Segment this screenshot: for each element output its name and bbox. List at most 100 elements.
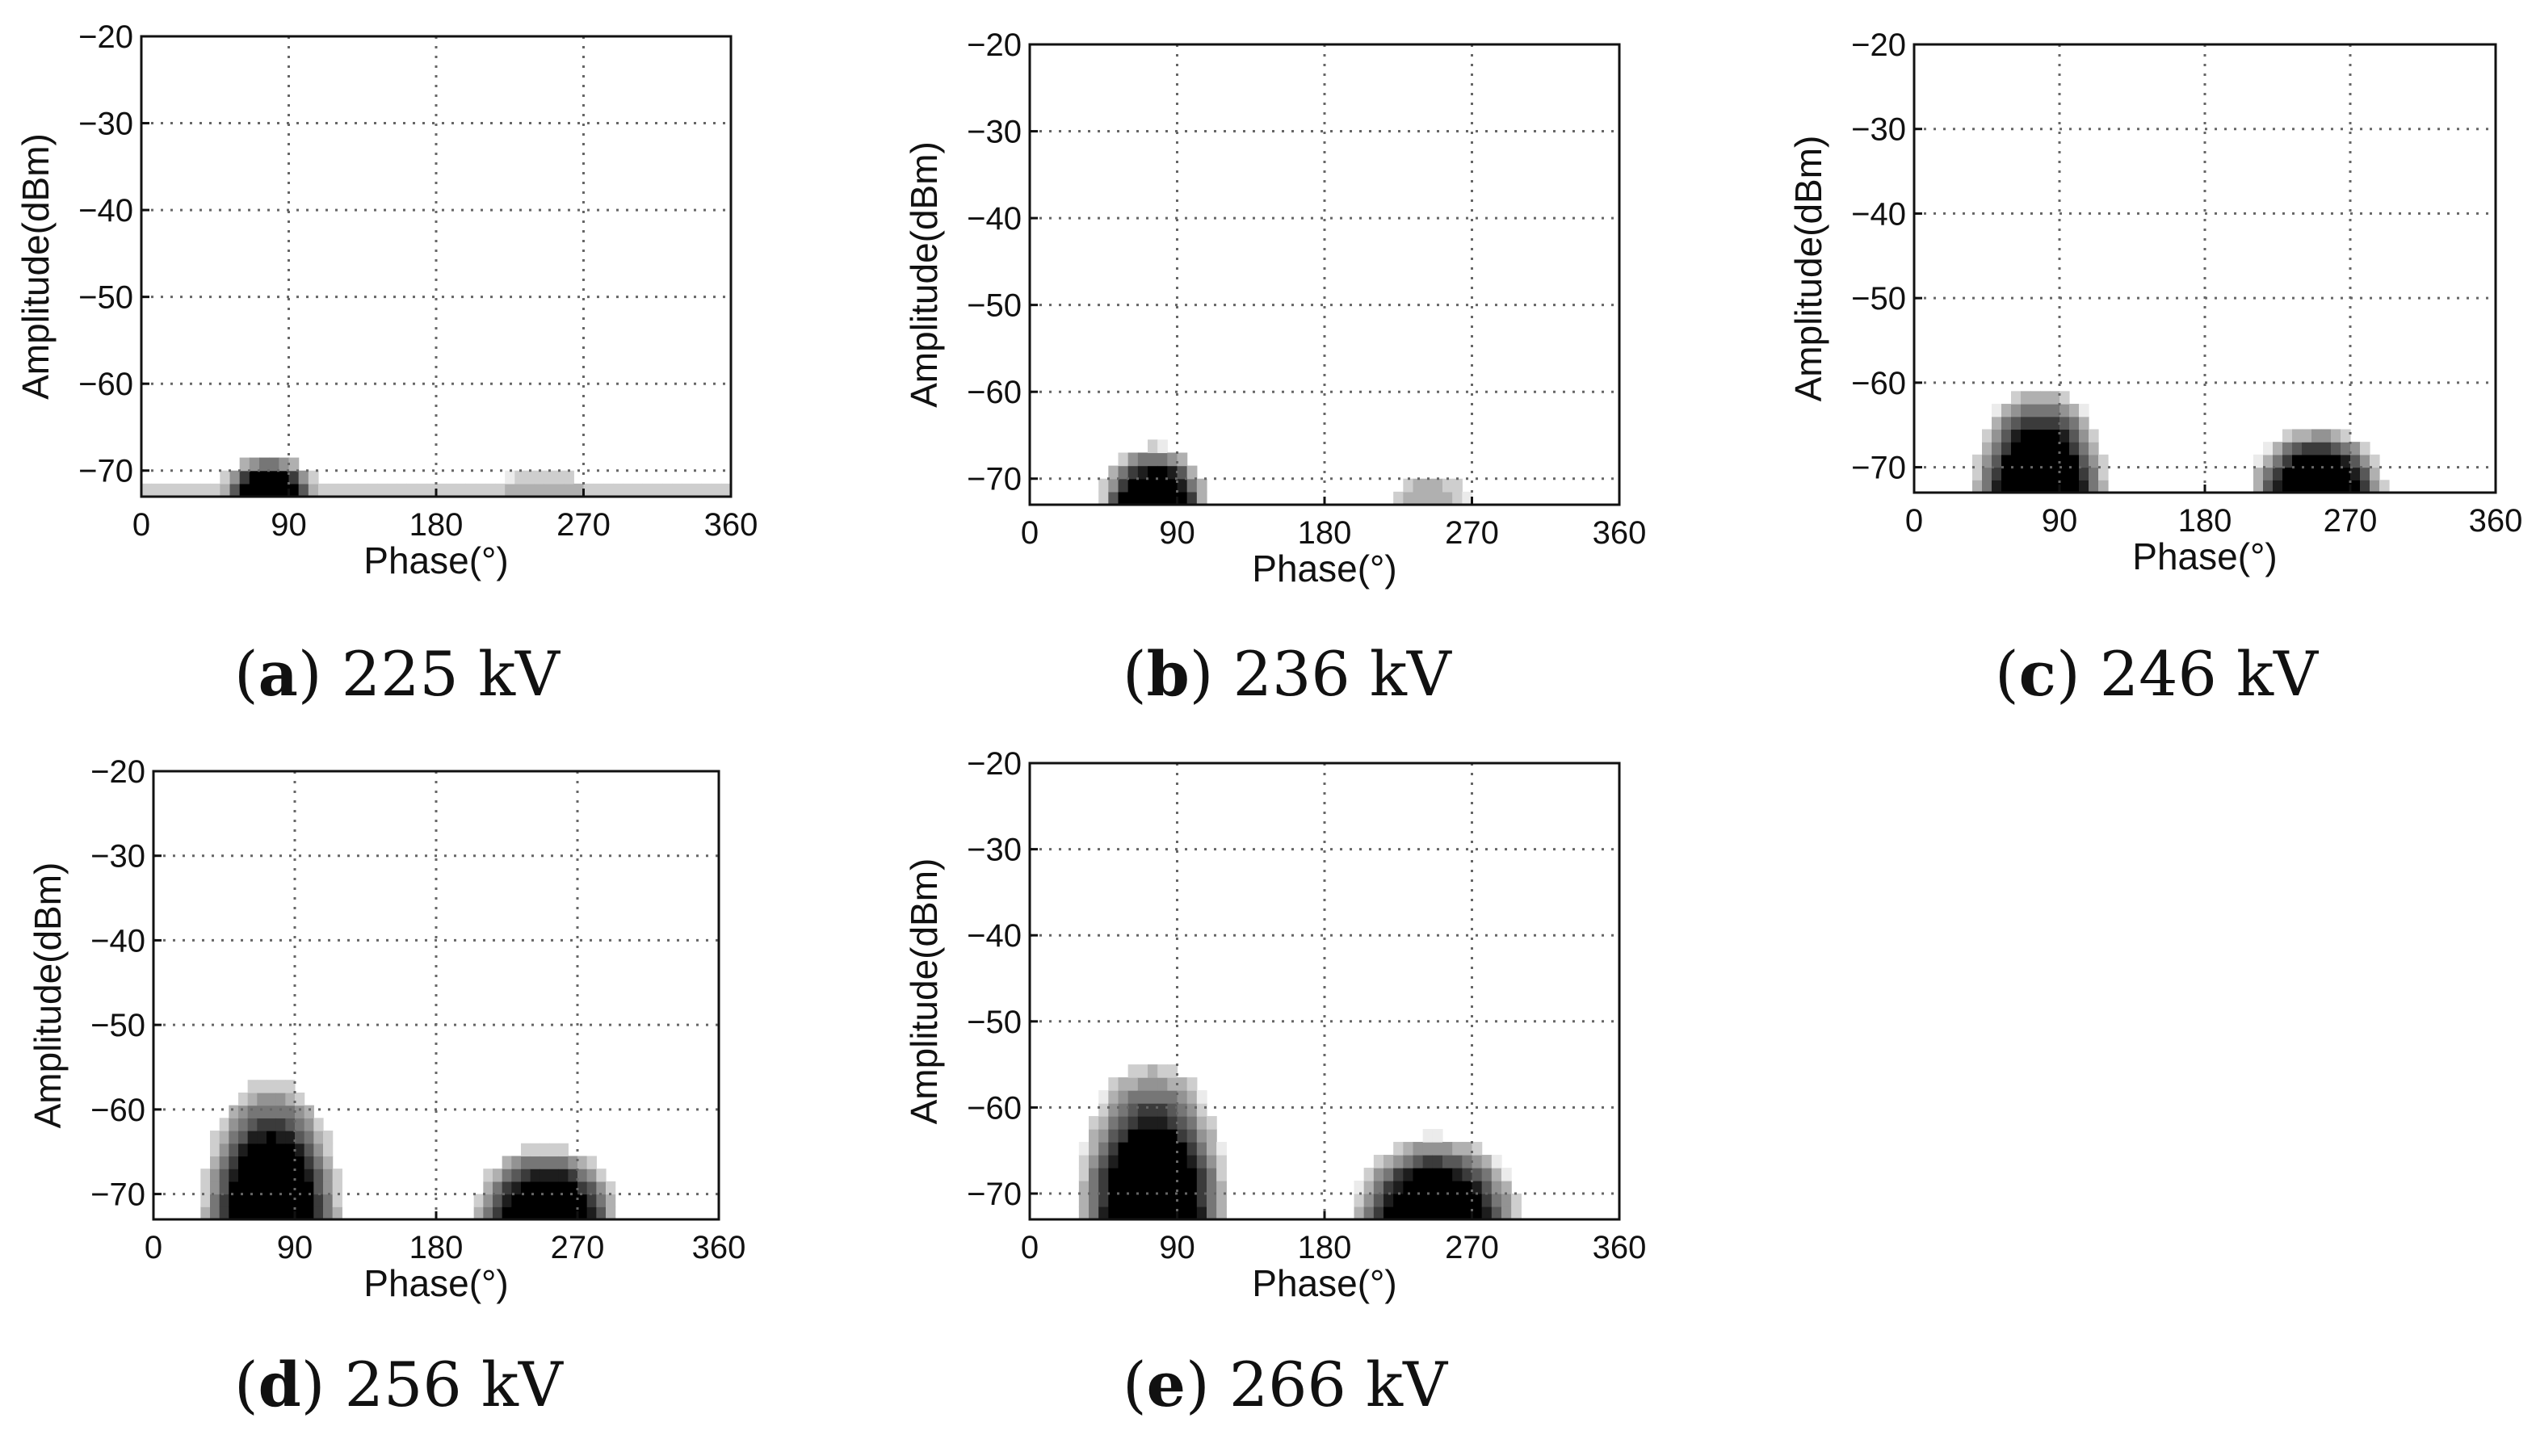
y-tick-label: −40 bbox=[1851, 196, 1906, 232]
heatmap-cell bbox=[219, 1118, 229, 1131]
heatmap-cell bbox=[1148, 1155, 1158, 1169]
heatmap-cell bbox=[1118, 1142, 1129, 1156]
heatmap-cell bbox=[1098, 1116, 1109, 1130]
heatmap-cell bbox=[586, 1194, 597, 1207]
heatmap-cell bbox=[521, 1156, 531, 1169]
heatmap-cell bbox=[2282, 467, 2293, 480]
heatmap-cell bbox=[2321, 480, 2332, 493]
heatmap-cell bbox=[298, 483, 309, 497]
heatmap-cell bbox=[1098, 1206, 1109, 1220]
heatmap-cell bbox=[642, 483, 653, 497]
heatmap-cell bbox=[1157, 1168, 1168, 1181]
y-tick-label: −20 bbox=[967, 746, 1022, 782]
heatmap-cell bbox=[1422, 1206, 1434, 1220]
heatmap-cell bbox=[2069, 416, 2080, 430]
heatmap-cell bbox=[1098, 1129, 1109, 1143]
heatmap-cell bbox=[583, 483, 594, 497]
heatmap-cell bbox=[1148, 1206, 1158, 1220]
heatmap-cell bbox=[1137, 1064, 1148, 1078]
heatmap-cell bbox=[2321, 442, 2332, 455]
heatmap-cell bbox=[2379, 480, 2390, 493]
heatmap-cell bbox=[586, 1156, 597, 1169]
heatmap-cell bbox=[1432, 1142, 1443, 1156]
heatmap-cell bbox=[2069, 480, 2080, 493]
heatmap-cell bbox=[285, 1206, 296, 1220]
caption-a: (a) 225 kV bbox=[234, 638, 560, 710]
heatmap-cell bbox=[1472, 1142, 1483, 1156]
heatmap-cell bbox=[1481, 1194, 1493, 1207]
heatmap-cell bbox=[285, 1131, 296, 1144]
heatmap-cell bbox=[275, 1105, 286, 1118]
heatmap-cell bbox=[2021, 404, 2031, 417]
grid bbox=[141, 36, 731, 497]
heatmap-cell bbox=[2370, 480, 2380, 493]
heatmap-cell bbox=[200, 483, 211, 497]
heatmap-cell bbox=[1462, 1168, 1473, 1181]
heatmap-cell bbox=[1393, 1168, 1404, 1181]
x-tick-label: 0 bbox=[132, 507, 150, 543]
y-tick-label: −20 bbox=[1851, 27, 1906, 63]
heatmap-cell bbox=[1078, 1181, 1090, 1194]
heatmap-cell bbox=[239, 470, 250, 485]
heatmap-cell bbox=[473, 1194, 484, 1207]
caption-voltage: 225 kV bbox=[341, 638, 560, 710]
heatmap-cell bbox=[269, 483, 279, 497]
heatmap-cell bbox=[1167, 1142, 1178, 1156]
heatmap-cell bbox=[304, 1181, 314, 1195]
chart-panel-b: 0 90 180 270 360 −20 −30 −40 −50 −60 −70 Phase(°) Am… bbox=[888, 0, 1696, 710]
heatmap-cell bbox=[1167, 491, 1178, 506]
heatmap-cell bbox=[1452, 478, 1463, 493]
heatmap-cell bbox=[2030, 480, 2041, 493]
heatmap-cell bbox=[1118, 1129, 1129, 1143]
caption-voltage: 236 kV bbox=[1232, 638, 1451, 710]
heatmap-cell bbox=[436, 483, 447, 497]
heatmap-cell bbox=[1462, 1181, 1473, 1194]
heatmap-cell bbox=[304, 1206, 314, 1220]
heatmap-cell bbox=[2050, 404, 2060, 417]
heatmap-cell bbox=[1108, 1206, 1119, 1220]
heatmap-cell bbox=[257, 1143, 267, 1157]
heatmap-cell bbox=[219, 1143, 229, 1157]
heatmap-cell bbox=[1982, 480, 1992, 493]
y-tick-label: −50 bbox=[90, 1008, 145, 1043]
heatmap-cell bbox=[1393, 491, 1404, 506]
heatmap-cell bbox=[1982, 442, 1992, 455]
heatmap-cell bbox=[596, 1181, 607, 1195]
heatmap-cell bbox=[2273, 480, 2283, 493]
x-tick-label: 90 bbox=[277, 1230, 313, 1265]
heatmap-cell bbox=[2273, 467, 2283, 480]
heatmap-cell bbox=[238, 1092, 249, 1106]
y-tick-labels: −20 −30 −40 −50 −60 −70 bbox=[967, 746, 1038, 1212]
heatmap-cell bbox=[606, 1181, 616, 1195]
heatmap-cell bbox=[313, 1206, 324, 1220]
heatmap-cell bbox=[2282, 442, 2293, 455]
heatmap-cell bbox=[210, 1194, 220, 1207]
heatmap-cell bbox=[514, 470, 526, 485]
heatmap-cell bbox=[1992, 467, 2002, 480]
heatmap-cell bbox=[1491, 1168, 1502, 1181]
heatmap-cell bbox=[1452, 1194, 1463, 1207]
heatmap-cell bbox=[2021, 391, 2031, 405]
heatmap-cell bbox=[2040, 480, 2051, 493]
heatmap-cell bbox=[279, 483, 290, 497]
heatmap-cell bbox=[1148, 1168, 1158, 1181]
heatmap-cell bbox=[1462, 1142, 1473, 1156]
heatmap-cell bbox=[257, 1169, 267, 1182]
heatmap-cells bbox=[1972, 391, 2390, 493]
heatmap-cell bbox=[2011, 429, 2022, 443]
heatmap-cell bbox=[2311, 429, 2322, 443]
heatmap-cell bbox=[161, 483, 172, 497]
heatmap-cell bbox=[1442, 1181, 1453, 1194]
heatmap-cell bbox=[577, 1194, 588, 1207]
heatmap-cell bbox=[1177, 1142, 1188, 1156]
heatmap-cell bbox=[275, 1092, 286, 1106]
heatmap-cell bbox=[229, 1143, 239, 1157]
heatmap-cell bbox=[2273, 442, 2283, 455]
heatmap-cell bbox=[328, 483, 338, 497]
heatmap-cell bbox=[200, 1169, 211, 1182]
caption-b: (b) 236 kV bbox=[1123, 638, 1451, 710]
heatmap-cell bbox=[295, 1105, 305, 1118]
heatmap-cell bbox=[1118, 1103, 1129, 1117]
heatmap-cell bbox=[511, 1206, 522, 1220]
heatmap-cell bbox=[285, 1092, 296, 1106]
